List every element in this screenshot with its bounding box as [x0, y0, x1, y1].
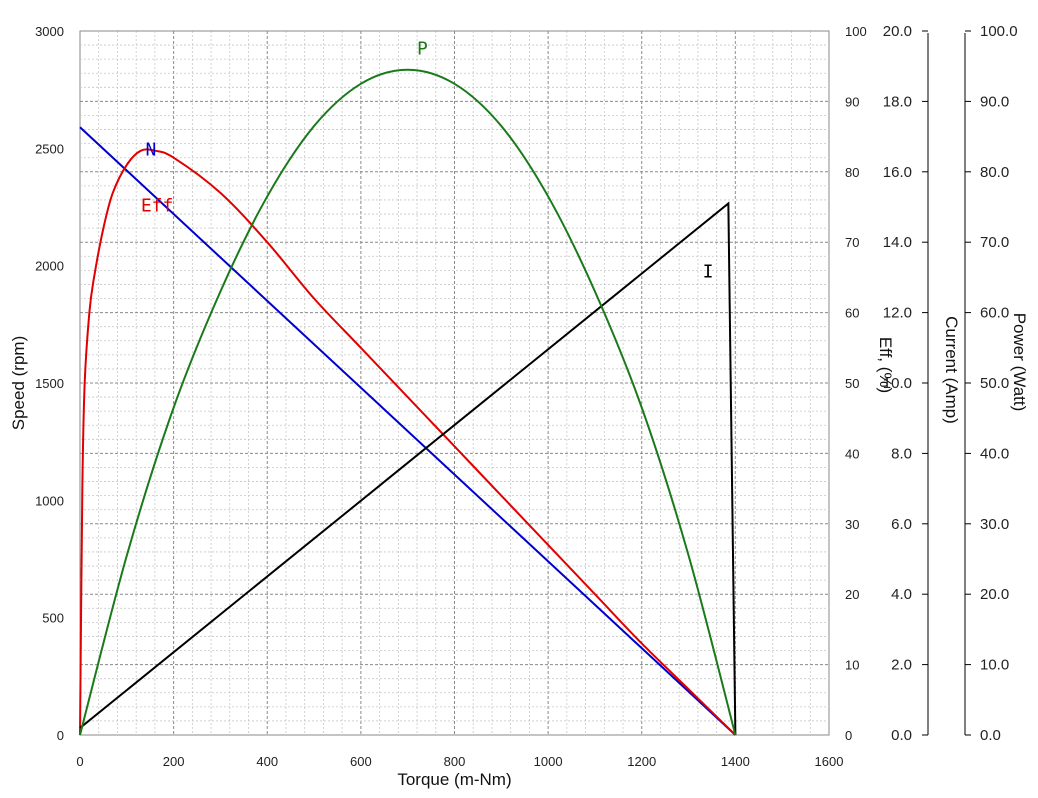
speed-tick-label: 3000 [35, 24, 64, 39]
current-tick-label: 10.0 [883, 375, 912, 392]
current-tick-label: 0.0 [891, 727, 912, 744]
series-tag-p: P [417, 38, 428, 59]
x-tick-label: 600 [350, 754, 372, 769]
efficiency-tick-label: 30 [845, 517, 859, 532]
x-tick-label: 200 [163, 754, 185, 769]
efficiency-tick-label: 40 [845, 446, 859, 461]
x-tick-label: 1000 [534, 754, 563, 769]
power-tick-label: 90.0 [980, 93, 1009, 110]
chart-labels: N Eff P I [141, 38, 714, 282]
x-tick-label: 1400 [721, 754, 750, 769]
x-tick-label: 400 [256, 754, 278, 769]
power-tick-label: 50.0 [980, 375, 1009, 392]
power-tick-label: 80.0 [980, 164, 1009, 181]
efficiency-axis-title: Eff, (%) [876, 337, 895, 393]
speed-tick-label: 500 [42, 611, 64, 626]
power-tick-label: 30.0 [980, 516, 1009, 533]
speed-tick-label: 1500 [35, 376, 64, 391]
efficiency-tick-label: 70 [845, 235, 859, 250]
power-tick-label: 40.0 [980, 445, 1009, 462]
efficiency-tick-label: 100 [845, 24, 867, 39]
series-line-i [79, 201, 737, 736]
x-tick-label: 0 [76, 754, 83, 769]
chart-grid [79, 30, 830, 736]
efficiency-tick-label: 50 [845, 376, 859, 391]
power-tick-label: 20.0 [980, 586, 1009, 603]
series-tag-n: N [146, 139, 157, 160]
speed-axis-title: Speed (rpm) [9, 336, 28, 430]
efficiency-tick-label: 20 [845, 587, 859, 602]
current-tick-label: 4.0 [891, 586, 912, 603]
speed-tick-label: 0 [57, 728, 64, 743]
efficiency-tick-label: 80 [845, 165, 859, 180]
power-tick-label: 10.0 [980, 657, 1009, 674]
series-tag-i: I [703, 261, 714, 282]
power-tick-label: 70.0 [980, 234, 1009, 251]
speed-tick-label: 2500 [35, 141, 64, 156]
speed-tick-label: 2000 [35, 259, 64, 274]
series-tag-eff: Eff [141, 196, 174, 217]
efficiency-tick-label: 90 [845, 94, 859, 109]
current-tick-label: 14.0 [883, 234, 912, 251]
efficiency-tick-label: 60 [845, 306, 859, 321]
series-line-eff [79, 148, 737, 736]
series-line-p [79, 68, 737, 736]
speed-tick-label: 1000 [35, 493, 64, 508]
current-tick-label: 20.0 [883, 23, 912, 40]
current-tick-label: 8.0 [891, 445, 912, 462]
current-tick-label: 2.0 [891, 657, 912, 674]
current-tick-label: 18.0 [883, 93, 912, 110]
x-tick-label: 1600 [815, 754, 844, 769]
efficiency-tick-label: 10 [845, 658, 859, 673]
current-tick-label: 16.0 [883, 164, 912, 181]
power-tick-label: 100.0 [980, 23, 1018, 40]
x-tick-label: 1200 [627, 754, 656, 769]
current-tick-label: 6.0 [891, 516, 912, 533]
efficiency-tick-label: 0 [845, 728, 852, 743]
x-axis-title: Torque (m-Nm) [397, 770, 511, 789]
x-tick-label: 800 [444, 754, 466, 769]
current-axis-title: Current (Amp) [942, 316, 961, 424]
series-line-n [79, 126, 737, 736]
power-tick-label: 60.0 [980, 305, 1009, 322]
current-tick-label: 12.0 [883, 305, 912, 322]
chart-series [79, 68, 737, 736]
power-axis-title: Power (Watt) [1010, 313, 1029, 412]
power-tick-label: 0.0 [980, 727, 1001, 744]
